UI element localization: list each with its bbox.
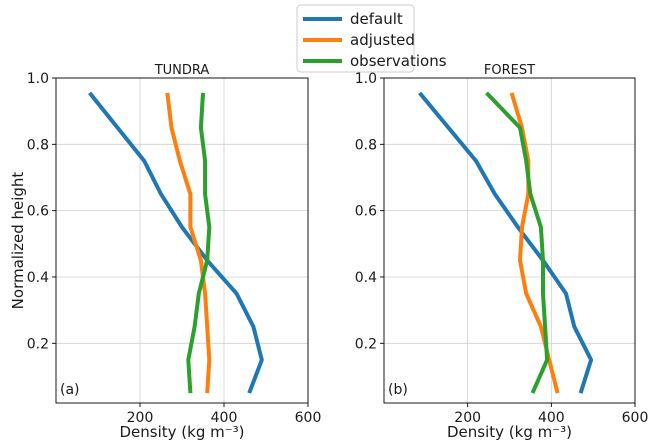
y-tick-label: 1.0	[355, 71, 377, 87]
plot-frame	[55, 77, 309, 404]
y-tick-label: 0.2	[355, 336, 377, 352]
x-tick-label: 400	[211, 410, 238, 426]
series-line-adjusted	[165, 92, 212, 394]
y-tick-label: 0.4	[355, 270, 377, 286]
series-line-observations	[485, 91, 550, 394]
legend: default adjusted observations	[296, 4, 447, 73]
legend-box	[296, 4, 415, 73]
y-tick-label: 0.6	[355, 204, 377, 220]
panel-tundra: 200 400 600 0.2 0.4 0.6 0.8 1.0 TUNDRA (a) Density…	[9, 63, 321, 441]
x-axis-label: Density (kg m⁻³)	[119, 423, 244, 441]
series-line-adjusted	[509, 92, 560, 394]
y-axis-label: Normalized height	[9, 172, 27, 310]
y-tick-label: 0.8	[355, 137, 377, 153]
legend-label-observations: observations	[350, 52, 447, 70]
x-tick-label: 400	[538, 410, 565, 426]
x-tick-label: 600	[295, 410, 322, 426]
legend-label-default: default	[350, 10, 403, 28]
series-line-default	[418, 91, 594, 394]
x-tick-label: 200	[454, 410, 481, 426]
y-tick-label: 1.0	[27, 71, 49, 87]
plot-frame	[383, 77, 636, 404]
panel-tag: (b)	[388, 382, 408, 398]
panel-title: FOREST	[484, 63, 535, 78]
y-tick-label: 0.4	[27, 270, 49, 286]
series-line-observations	[186, 92, 212, 394]
panel-forest: 200 400 600 0.2 0.4 0.6 0.8 1.0 FOREST (b) Density…	[355, 63, 649, 441]
y-tick-label: 0.8	[27, 137, 49, 153]
y-tick-label: 0.2	[27, 336, 49, 352]
x-tick-label: 600	[622, 410, 649, 426]
y-tick-label: 0.6	[27, 204, 49, 220]
panel-tag: (a)	[60, 382, 80, 398]
legend-label-adjusted: adjusted	[350, 31, 415, 49]
panel-title: TUNDRA	[154, 63, 210, 78]
x-axis-label: Density (kg m⁻³)	[447, 423, 572, 441]
x-tick-label: 200	[127, 410, 154, 426]
